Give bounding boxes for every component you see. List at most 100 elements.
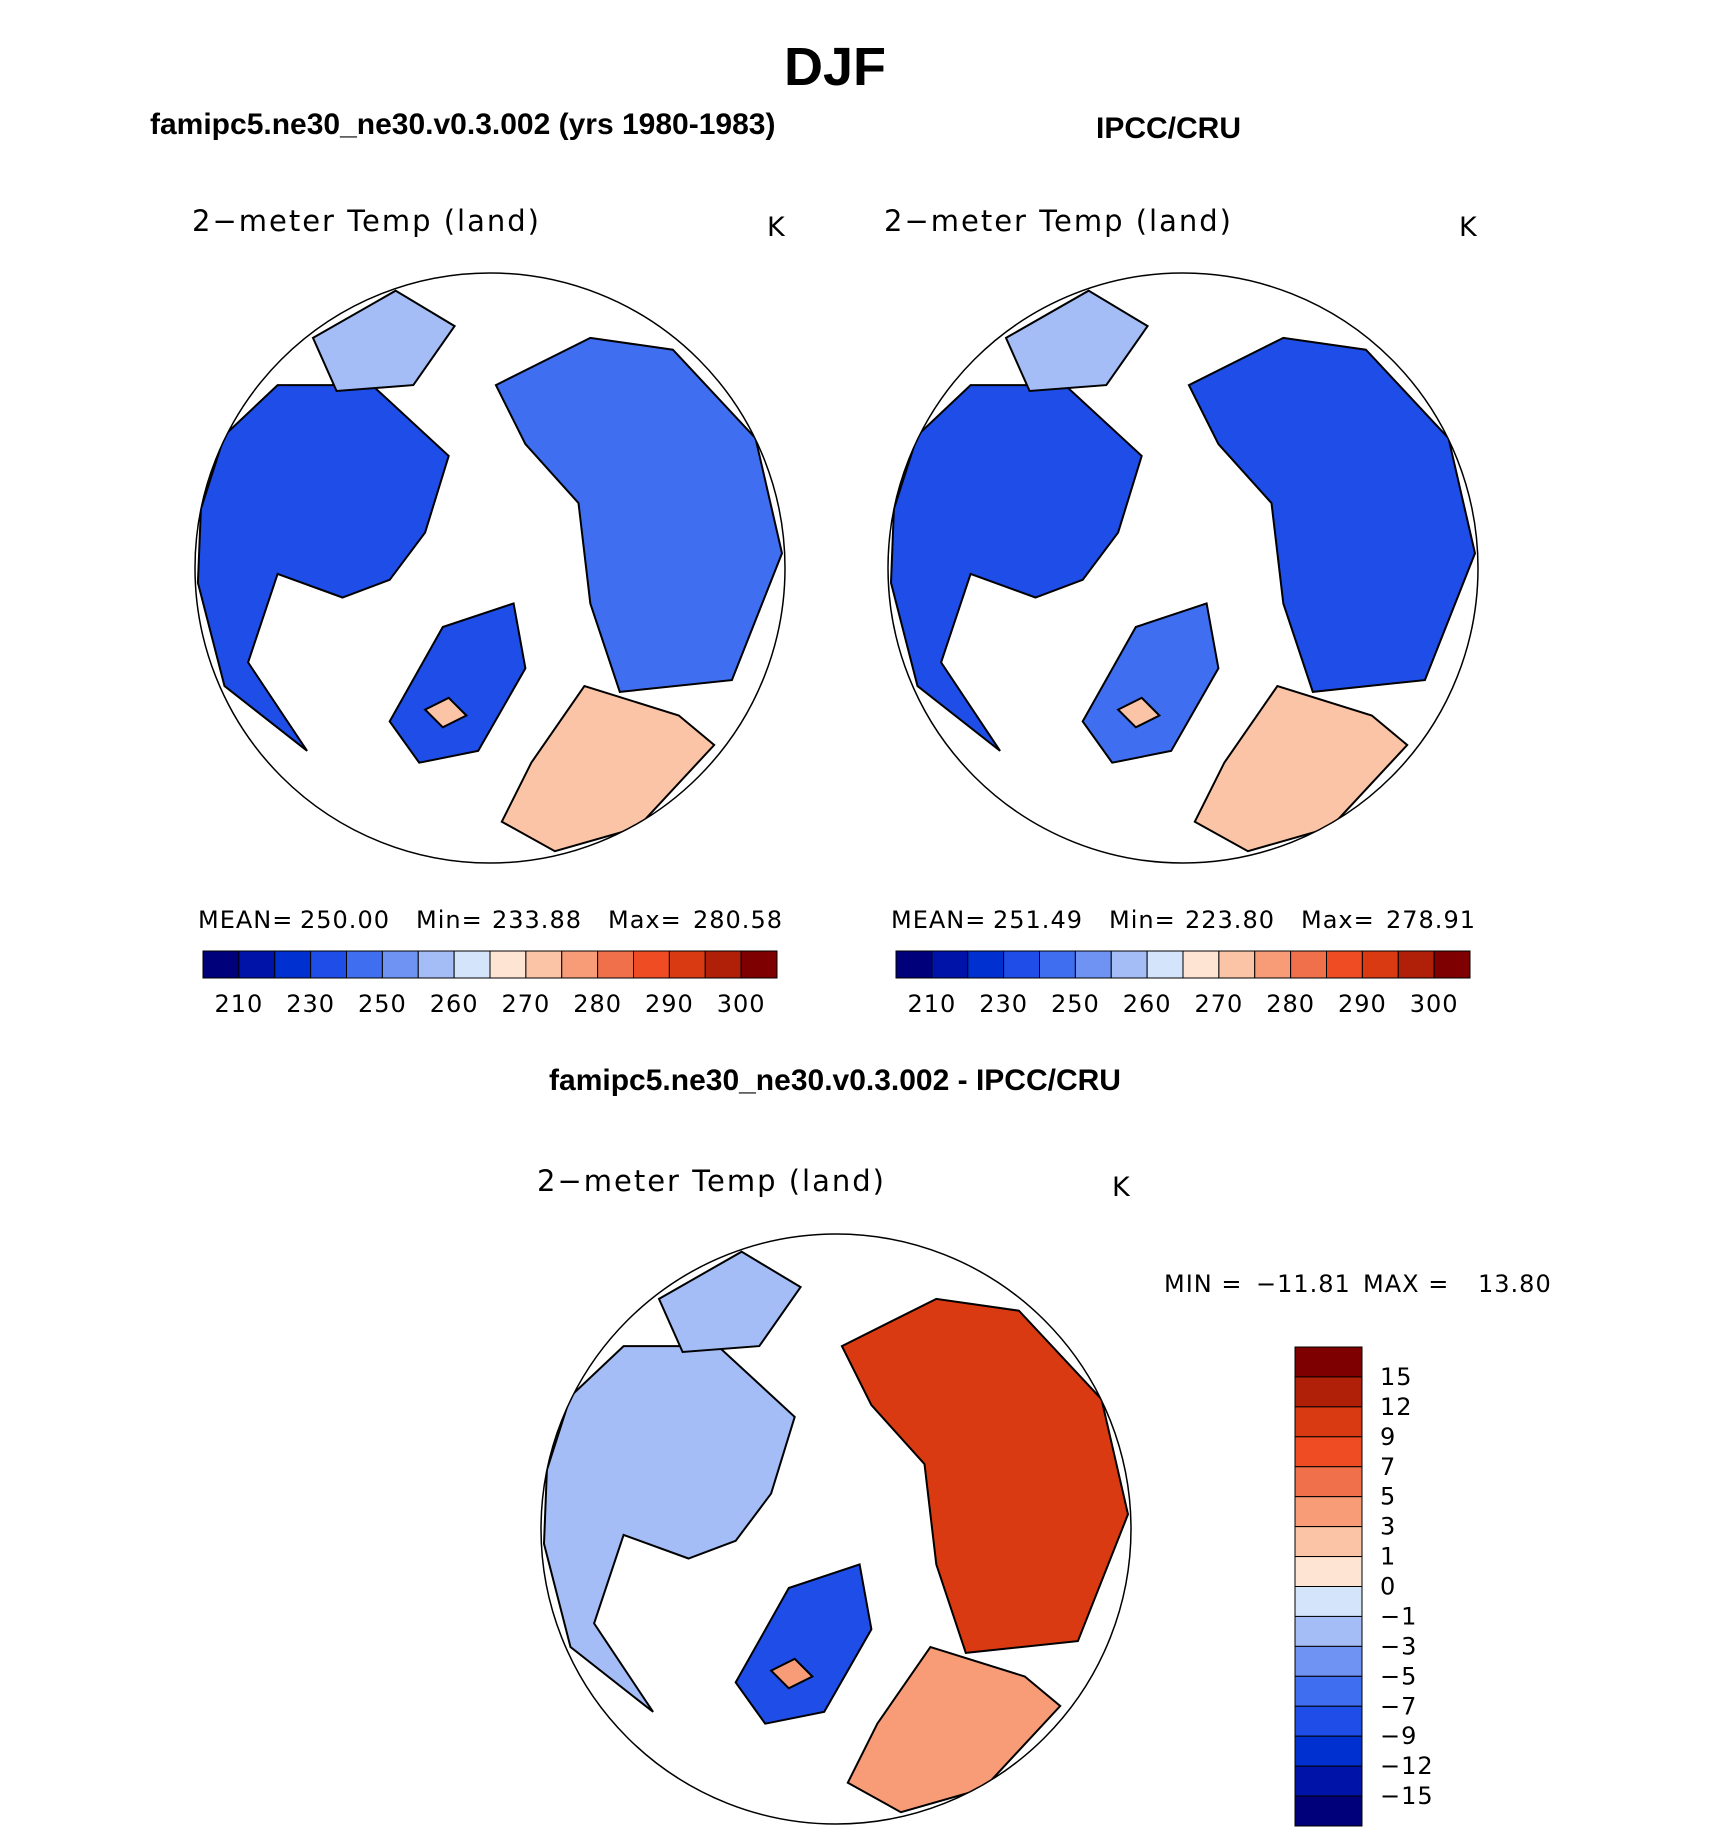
colorbar-box xyxy=(1294,1526,1363,1558)
colorbar-tick-label: 260 xyxy=(430,990,479,1018)
model-min-value: 233.88 xyxy=(492,906,582,934)
obs-units-label: K xyxy=(1459,212,1477,243)
colorbar-box xyxy=(1294,1346,1363,1378)
obs-min-value: 223.80 xyxy=(1185,906,1275,934)
obs-variable-label: 2−meter Temp (land) xyxy=(884,204,1233,238)
colorbar-tick-label: 9 xyxy=(1380,1423,1396,1451)
land-region-north-america xyxy=(196,384,450,752)
colorbar-box xyxy=(1361,950,1399,979)
colorbar-tick-label: 300 xyxy=(1410,990,1459,1018)
model-panel-title: famipc5.ne30_ne30.v0.3.002 (yrs 1980-198… xyxy=(150,108,776,141)
difference-variable-label: 2−meter Temp (land) xyxy=(537,1164,886,1198)
land-region-north-america xyxy=(542,1345,796,1713)
colorbar-box xyxy=(1290,950,1327,979)
land-region-north-america xyxy=(889,384,1143,752)
obs-min-label: Min= xyxy=(1109,906,1176,934)
colorbar-box xyxy=(1326,950,1363,979)
colorbar-box xyxy=(1294,1615,1363,1647)
colorbar-tick-label: −12 xyxy=(1380,1752,1434,1780)
colorbar-box xyxy=(1146,950,1184,979)
colorbar-box xyxy=(1294,1376,1363,1408)
difference-max-value: 13.80 xyxy=(1478,1270,1552,1298)
colorbar-box xyxy=(967,950,1005,979)
map-boundary xyxy=(194,272,786,864)
colorbar-box xyxy=(1294,1705,1363,1737)
colorbar-box xyxy=(895,950,933,979)
land-region-greenland xyxy=(734,1563,873,1725)
colorbar-tick-label: 210 xyxy=(907,990,956,1018)
colorbar-tick-label: −9 xyxy=(1380,1722,1417,1750)
colorbar-tick-label: 1 xyxy=(1380,1543,1396,1571)
colorbar-box xyxy=(1294,1645,1363,1677)
colorbar-box xyxy=(597,950,634,979)
model-mean-label: MEAN= xyxy=(198,906,294,934)
colorbar-box xyxy=(1433,950,1471,979)
colorbar-tick-label: 250 xyxy=(1051,990,1100,1018)
colorbar-tick-label: −5 xyxy=(1380,1662,1417,1690)
obs-mean-value: 251.49 xyxy=(993,906,1083,934)
difference-max-label: MAX = xyxy=(1363,1270,1450,1298)
colorbar-box xyxy=(704,950,742,979)
colorbar-tick-label: 260 xyxy=(1123,990,1172,1018)
colorbar-box xyxy=(1110,950,1148,979)
colorbar-tick-label: 210 xyxy=(214,990,263,1018)
colorbar-box xyxy=(1294,1556,1363,1587)
colorbar-tick-label: 5 xyxy=(1380,1483,1396,1511)
colorbar-tick-label: −7 xyxy=(1380,1692,1417,1720)
colorbar-box xyxy=(931,950,969,979)
colorbar-tick-label: 0 xyxy=(1380,1573,1396,1601)
obs-max-label: Max= xyxy=(1301,906,1375,934)
colorbar-tick-label: −3 xyxy=(1380,1632,1417,1660)
colorbar-box xyxy=(238,950,276,979)
model-variable-label: 2−meter Temp (land) xyxy=(192,204,541,238)
colorbar-box xyxy=(417,950,455,979)
colorbar-box xyxy=(1294,1675,1363,1707)
colorbar-box xyxy=(1218,950,1256,979)
colorbar-tick-label: 12 xyxy=(1380,1393,1413,1421)
colorbar-tick-label: 280 xyxy=(573,990,622,1018)
land-region-siberia xyxy=(1187,336,1477,693)
colorbar-box xyxy=(1182,950,1220,979)
land-region-europe xyxy=(1193,684,1409,853)
colorbar-box xyxy=(310,950,347,979)
colorbar-box xyxy=(489,950,527,979)
map-boundary xyxy=(887,272,1479,864)
colorbar-box xyxy=(561,950,599,979)
colorbar-box xyxy=(633,950,670,979)
colorbar-tick-label: 290 xyxy=(1338,990,1387,1018)
colorbar-tick-label: 250 xyxy=(358,990,407,1018)
colorbar-box xyxy=(274,950,312,979)
polar-map-panel-1 xyxy=(194,272,786,864)
colorbar-box xyxy=(668,950,706,979)
colorbar-box xyxy=(1294,1436,1363,1468)
model-units-label: K xyxy=(767,212,785,243)
colorbar-box xyxy=(525,950,563,979)
colorbar-box xyxy=(1294,1586,1363,1617)
model-min-label: Min= xyxy=(416,906,483,934)
colorbar-tick-label: 270 xyxy=(1194,990,1243,1018)
obs-mean-label: MEAN= xyxy=(891,906,987,934)
colorbar-box xyxy=(1074,950,1112,979)
land-region-alaska xyxy=(311,289,457,393)
obs-max-value: 278.91 xyxy=(1386,906,1476,934)
colorbar-box xyxy=(1294,1406,1363,1438)
colorbar-tick-label: 300 xyxy=(717,990,766,1018)
land-region-siberia xyxy=(494,336,784,693)
page-title: DJF xyxy=(783,37,886,97)
colorbar-tick-label: 230 xyxy=(286,990,335,1018)
land-region-alaska xyxy=(657,1250,803,1354)
land-region-iceland xyxy=(423,696,469,729)
land-region-greenland xyxy=(1081,602,1220,764)
colorbar-box xyxy=(346,950,383,979)
land-region-alaska xyxy=(1004,289,1150,393)
colorbar-box xyxy=(1039,950,1076,979)
colorbar-box xyxy=(1003,950,1040,979)
colorbar-tick-label: 7 xyxy=(1380,1453,1396,1481)
colorbar-tick-label: −15 xyxy=(1380,1782,1434,1810)
colorbar-box xyxy=(1397,950,1435,979)
colorbar-tick-label: 230 xyxy=(979,990,1028,1018)
model-mean-value: 250.00 xyxy=(300,906,390,934)
colorbar-tick-label: 280 xyxy=(1266,990,1315,1018)
colorbar-tick-label: 3 xyxy=(1380,1513,1396,1541)
